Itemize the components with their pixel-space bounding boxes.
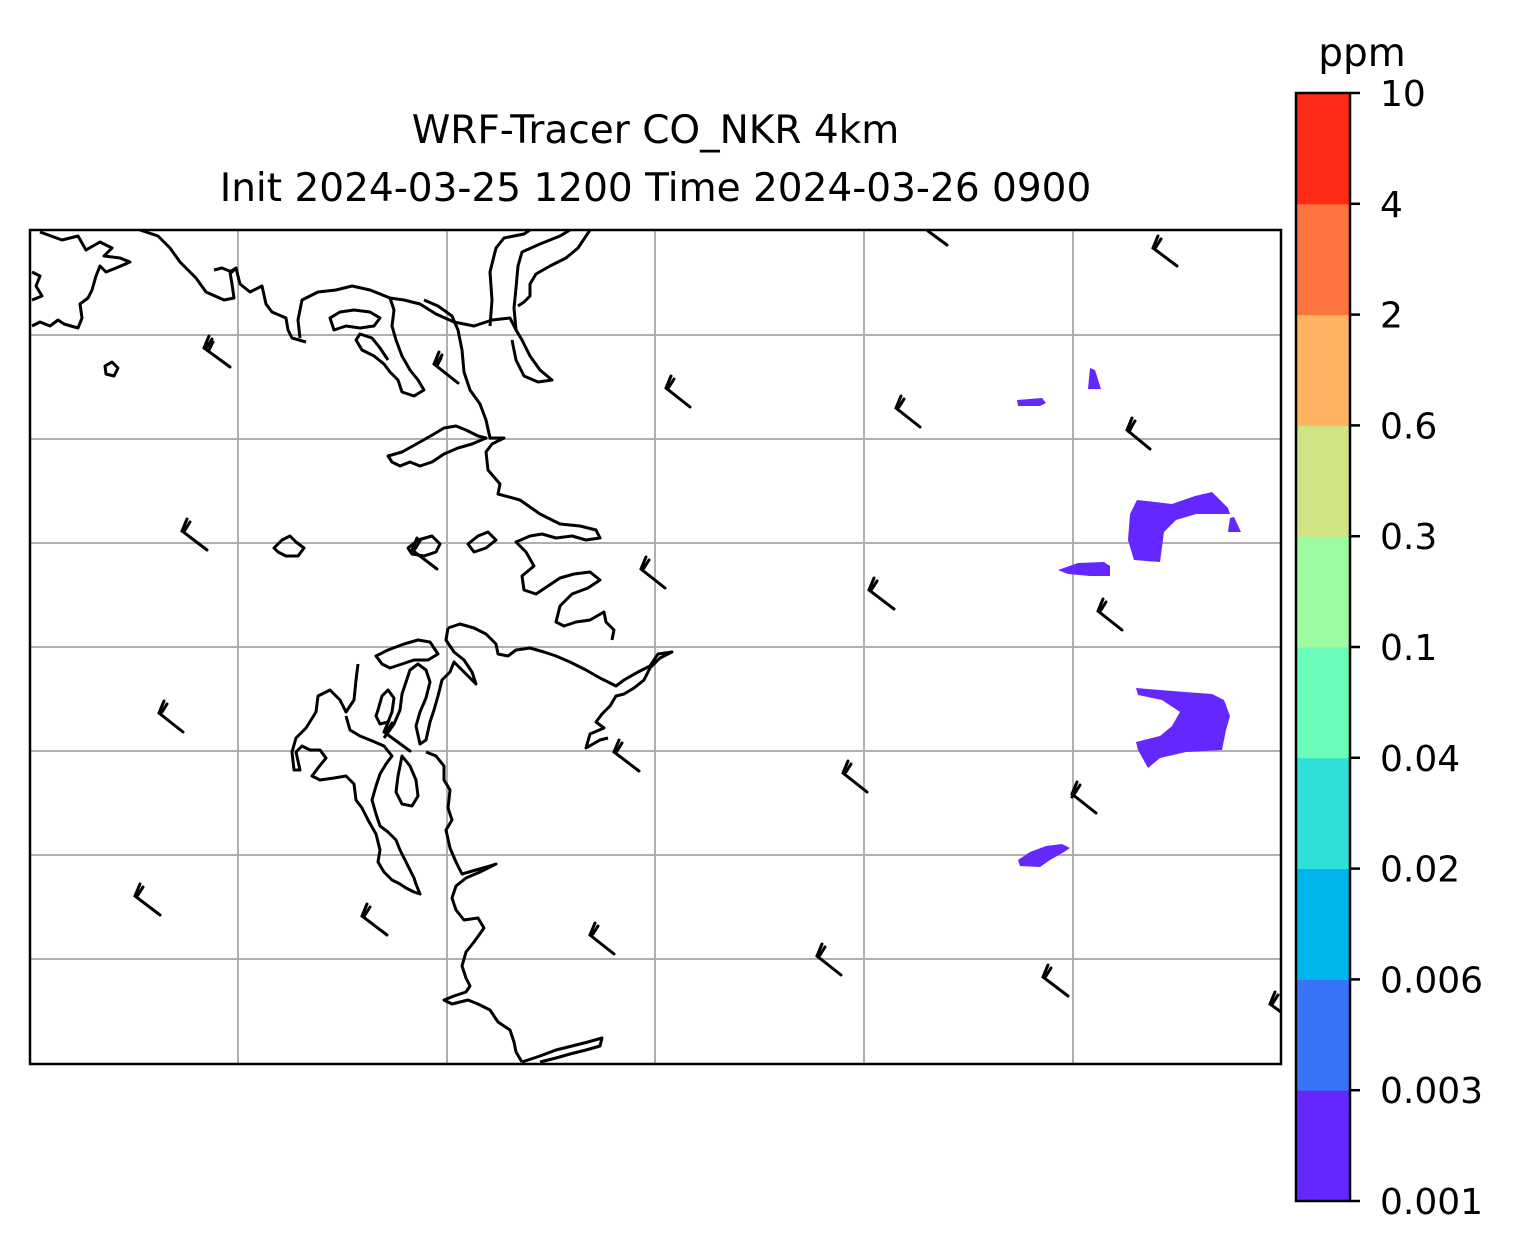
coastline [517, 230, 592, 308]
coastline [354, 297, 426, 398]
colorbar-segment [1296, 203, 1350, 316]
colorbar-tick-label: 0.001 [1380, 1182, 1483, 1223]
colorbar-tick-label: 4 [1380, 185, 1403, 226]
coastlines [31, 230, 674, 1064]
tracer-patch [1128, 492, 1230, 562]
plot-title-line2: Init 2024-03-25 1200 Time 2024-03-26 090… [219, 166, 1092, 211]
wind-barbs [133, 230, 1281, 1014]
wind-barb [894, 394, 922, 429]
tracer-patch [1088, 368, 1101, 389]
wind-barb [612, 738, 641, 773]
colorbar-tick-label: 0.6 [1380, 406, 1437, 447]
wind-barb [180, 517, 209, 552]
wind-barb [815, 942, 843, 977]
wind-barb [867, 576, 896, 611]
tracer-fill [1017, 368, 1241, 867]
wind-barb [588, 921, 616, 956]
gridlines [30, 230, 1281, 1064]
wind-barb [435, 356, 443, 368]
wind-barb [639, 555, 667, 590]
coastline [31, 230, 132, 330]
coastline [386, 424, 488, 468]
wind-barb [1096, 597, 1124, 632]
coastline [103, 360, 120, 378]
wind-barb [841, 759, 869, 794]
colorbar-tick-label: 2 [1380, 296, 1403, 337]
colorbar-segment [1296, 425, 1350, 537]
coastline [512, 230, 571, 331]
wind-barb [1268, 990, 1281, 1014]
plot-title-line1: WRF-Tracer CO_NKR 4km [411, 108, 900, 153]
colorbar-tick-label: 0.006 [1380, 960, 1483, 1001]
wind-barb [360, 902, 389, 937]
colorbar-segment [1296, 314, 1350, 426]
coastline [425, 750, 524, 1063]
colorbar-segment [1296, 979, 1350, 1091]
coastline [406, 534, 442, 558]
wind-barb [1041, 963, 1070, 998]
colorbar-tick-label: 0.1 [1380, 628, 1437, 669]
wind-barb [382, 718, 412, 753]
coastline [374, 638, 440, 670]
wind-barb [1070, 787, 1078, 799]
wind-barb [1151, 234, 1179, 268]
tracer-patch [1058, 562, 1110, 576]
wind-barb [926, 230, 949, 247]
wind-barb [664, 374, 692, 409]
coastline [139, 230, 307, 344]
coastline [488, 230, 531, 327]
colorbar-segment [1296, 93, 1350, 205]
colorbar-tick-label: 10 [1380, 74, 1426, 115]
colorbar-tick-label: 0.02 [1380, 850, 1460, 891]
coastline [213, 266, 238, 274]
map-frame [28, 228, 1283, 1066]
colorbar-tick-label: 0.003 [1380, 1071, 1483, 1112]
coastline [296, 284, 554, 384]
tracer-patch [1136, 688, 1230, 768]
wind-barb [1127, 422, 1135, 434]
map-area [30, 230, 1281, 1064]
tracer-patch [1018, 844, 1070, 867]
coastline [394, 754, 420, 808]
wind-barb [133, 882, 162, 917]
tracer-patch [1228, 517, 1241, 532]
colorbar-segment [1296, 1090, 1350, 1202]
coastline [290, 663, 422, 896]
wind-barb [410, 536, 439, 571]
colorbar-segment [1296, 868, 1350, 980]
colorbar-tick-label: 0.04 [1380, 739, 1460, 780]
coastline [382, 627, 478, 746]
coastline [521, 1036, 604, 1064]
wind-barb [1070, 780, 1098, 815]
wind-barb [207, 340, 215, 352]
colorbar-segment [1296, 536, 1350, 648]
coastline [328, 308, 382, 332]
colorbar: 0.001 0.003 0.006 0.02 0.04 0.1 0.3 0.6 2 4 10 [1294, 74, 1483, 1223]
coastline [423, 298, 616, 641]
wind-barb [1125, 416, 1152, 451]
coastline [31, 270, 44, 302]
coastline [374, 688, 396, 726]
colorbar-unit-label: ppm [1318, 31, 1406, 76]
wind-barb [202, 334, 232, 369]
wind-barb [157, 699, 185, 734]
coastline [466, 530, 498, 554]
colorbar-segment [1296, 647, 1350, 759]
tracer-patch [1017, 398, 1046, 406]
coastline [447, 622, 674, 750]
coastline [272, 534, 306, 558]
colorbar-segment [1296, 757, 1350, 870]
colorbar-tick-label: 0.3 [1380, 517, 1437, 558]
